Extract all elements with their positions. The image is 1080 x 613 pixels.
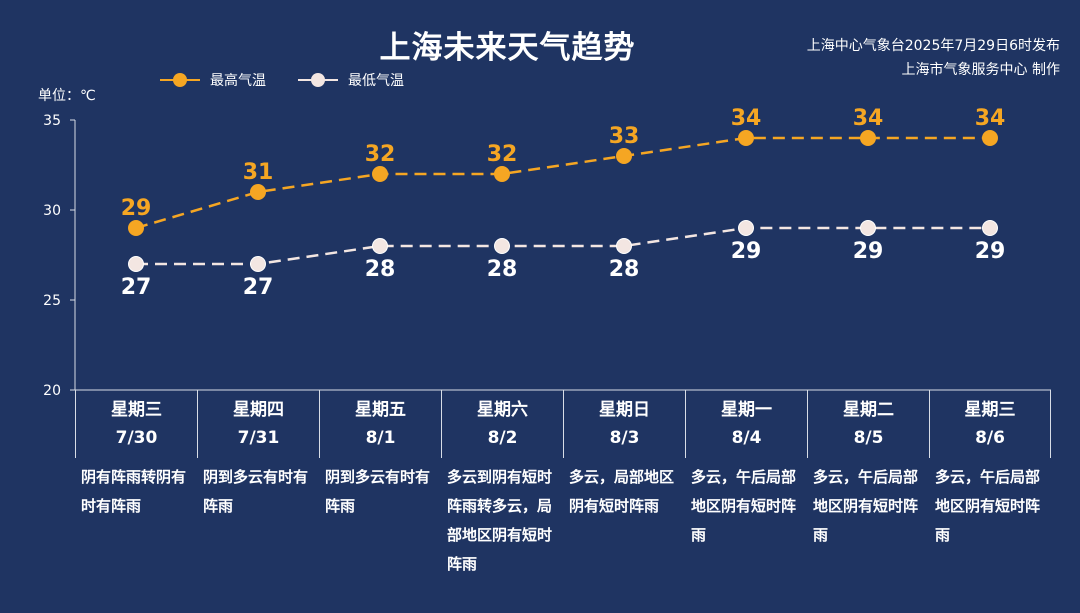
day-column: 星期一 8/4 xyxy=(685,390,807,458)
weekday-label: 星期一 xyxy=(721,400,772,420)
data-label-low: 29 xyxy=(731,239,762,264)
data-label-high: 31 xyxy=(243,160,274,185)
data-label-high: 34 xyxy=(731,106,762,131)
day-header-row: 星期三 7/30 星期四 7/31 星期五 8/1 星期六 8/2 星期日 8/3 星期一 8/4 星期… xyxy=(75,390,1051,458)
date-label: 8/3 xyxy=(609,428,640,448)
weather-description: 多云到阴有短时阵雨转多云，局部地区阴有短时阵雨 xyxy=(447,468,553,573)
data-point-low xyxy=(250,256,266,272)
day-column: 星期三 8/6 xyxy=(929,390,1051,458)
weekday-label: 星期五 xyxy=(355,400,406,420)
publish-time: 上海中心气象台2025年7月29日6时发布 xyxy=(806,38,1060,54)
data-point-high xyxy=(860,130,876,146)
date-label: 8/4 xyxy=(731,428,762,448)
data-point-low xyxy=(128,256,144,272)
data-label-low: 27 xyxy=(243,275,274,300)
unit-label: 单位：℃ xyxy=(38,88,96,104)
legend-item-low: 最低气温 xyxy=(298,70,404,90)
weather-description: 阴有阵雨转阴有时有阵雨 xyxy=(81,468,187,515)
data-label-high: 29 xyxy=(121,196,152,221)
legend-label-low: 最低气温 xyxy=(348,73,404,89)
day-column: 星期日 8/3 xyxy=(563,390,685,458)
data-label-low: 27 xyxy=(121,275,152,300)
data-label-low: 28 xyxy=(365,257,396,282)
weather-description: 阴到多云有时有阵雨 xyxy=(203,468,309,515)
chart-title: 上海未来天气趋势 xyxy=(379,30,636,66)
publisher-info: 上海中心气象台2025年7月29日6时发布 上海市气象服务中心 制作 xyxy=(807,34,1060,82)
legend: 最高气温 最低气温 xyxy=(160,70,404,90)
date-label: 8/6 xyxy=(975,428,1005,448)
data-point-high xyxy=(616,148,632,164)
weather-row: 阴有阵雨转阴有时有阵雨 阴到多云有时有阵雨 阴到多云有时有阵雨 多云到阴有短时阵雨转多… xyxy=(75,463,1051,579)
day-column: 星期三 7/30 xyxy=(75,390,197,458)
weekday-label: 星期三 xyxy=(111,400,162,420)
date-label: 8/1 xyxy=(365,428,396,448)
data-label-low: 29 xyxy=(853,239,884,264)
legend-marker-low xyxy=(298,73,338,87)
data-label-low: 28 xyxy=(609,257,640,282)
data-point-high xyxy=(128,220,144,236)
producer: 上海市气象服务中心 制作 xyxy=(901,62,1060,78)
date-label: 8/2 xyxy=(487,428,518,448)
data-label-high: 34 xyxy=(975,106,1006,131)
data-point-high xyxy=(982,130,998,146)
data-label-high: 34 xyxy=(853,106,884,131)
data-label-low: 28 xyxy=(487,257,518,282)
data-point-high xyxy=(250,184,266,200)
y-tick-label: 20 xyxy=(43,383,61,399)
series-line-low xyxy=(136,226,990,266)
weekday-label: 星期六 xyxy=(477,400,528,420)
data-point-high xyxy=(738,130,754,146)
weekday-label: 星期二 xyxy=(843,400,894,420)
weekday-label: 星期四 xyxy=(233,400,284,420)
weather-description: 多云，午后局部地区阴有短时阵雨 xyxy=(935,468,1041,544)
y-tick-label: 30 xyxy=(43,203,61,219)
data-label-low: 29 xyxy=(975,239,1006,264)
data-point-low xyxy=(982,220,998,236)
date-label: 7/30 xyxy=(115,428,158,448)
legend-item-high: 最高气温 xyxy=(160,70,266,90)
legend-marker-high xyxy=(160,73,200,87)
date-label: 8/5 xyxy=(853,428,884,448)
weekday-label: 星期日 xyxy=(599,400,650,420)
data-point-low xyxy=(494,238,510,254)
weather-description: 多云，午后局部地区阴有短时阵雨 xyxy=(813,468,919,544)
data-label-high: 32 xyxy=(487,142,518,167)
data-point-high xyxy=(494,166,510,182)
weather-description: 多云，局部地区阴有短时阵雨 xyxy=(569,468,675,515)
data-point-low xyxy=(860,220,876,236)
data-point-high xyxy=(372,166,388,182)
data-point-low xyxy=(616,238,632,254)
weather-description: 多云，午后局部地区阴有短时阵雨 xyxy=(691,468,797,544)
y-tick-label: 25 xyxy=(43,293,61,309)
data-label-high: 33 xyxy=(609,124,640,149)
weather-description: 阴到多云有时有阵雨 xyxy=(325,468,431,515)
legend-label-high: 最高气温 xyxy=(210,73,266,89)
data-point-low xyxy=(738,220,754,236)
day-column: 星期二 8/5 xyxy=(807,390,929,458)
day-column: 星期六 8/2 xyxy=(441,390,563,458)
weekday-label: 星期三 xyxy=(964,400,1016,420)
y-tick-label: 35 xyxy=(43,113,61,129)
date-label: 7/31 xyxy=(237,428,280,448)
day-column: 星期四 7/31 xyxy=(197,390,319,458)
day-column: 星期五 8/1 xyxy=(319,390,441,458)
data-point-low xyxy=(372,238,388,254)
data-label-high: 32 xyxy=(365,142,396,167)
